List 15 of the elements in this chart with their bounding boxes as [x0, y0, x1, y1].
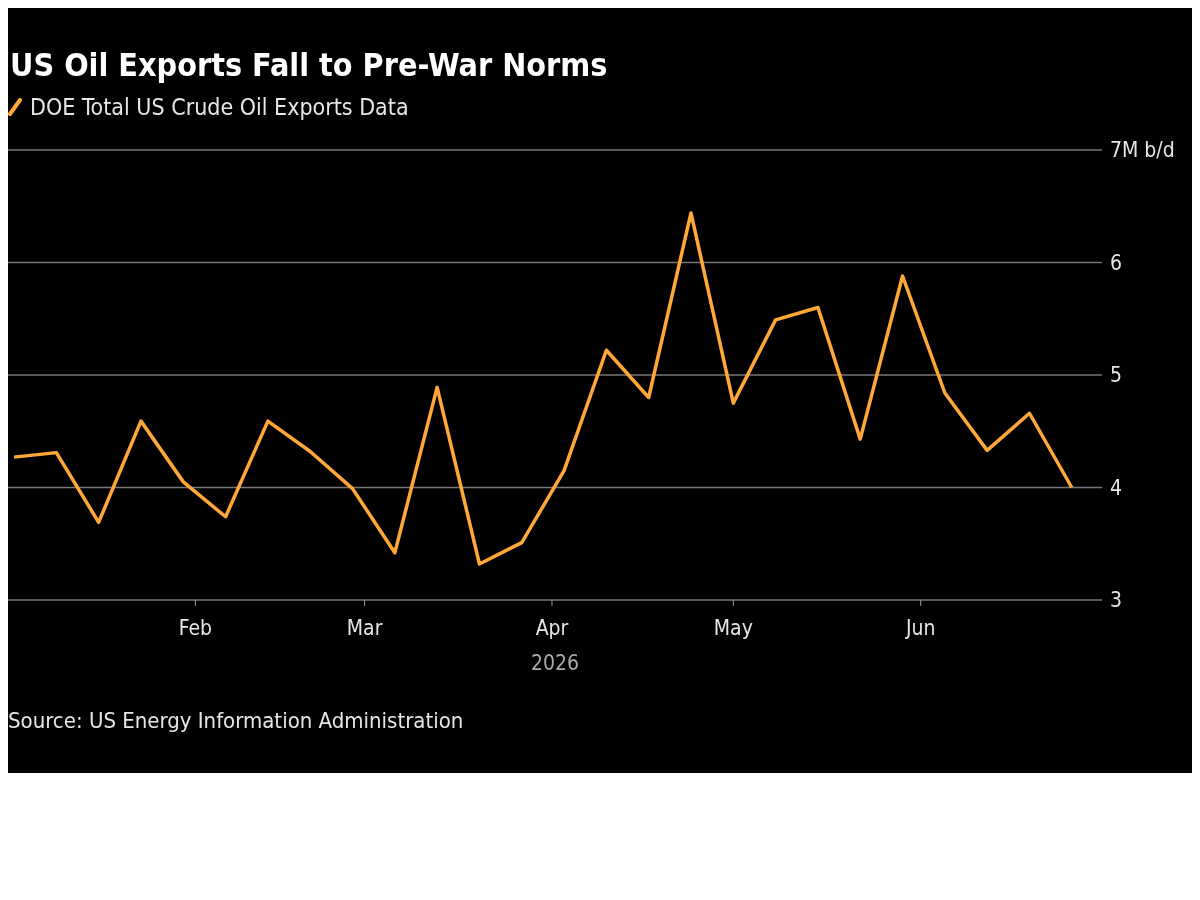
y-tick-label: 3 [1110, 588, 1123, 613]
x-tick-label: May [713, 615, 753, 640]
x-tick-label: Jun [904, 615, 936, 640]
y-tick-label: 5 [1110, 363, 1123, 388]
y-tick-label: 4 [1110, 475, 1123, 500]
x-axis-title: 2026 [530, 651, 580, 675]
x-tick-label: Mar [346, 615, 383, 640]
x-tick-label: Feb [178, 615, 213, 640]
chart-title: US Oil Exports Fall to Pre-War Norms [9, 46, 609, 84]
source-note: Source: US Energy Information Administration [8, 708, 465, 733]
y-tick-label: 7M b/d [1110, 138, 1175, 163]
line-series [12, 211, 1074, 566]
y-tick-label: 6 [1110, 250, 1123, 275]
legend-label: DOE Total US Crude Oil Exports Data [30, 94, 409, 120]
x-tick-label: Apr [535, 615, 569, 640]
